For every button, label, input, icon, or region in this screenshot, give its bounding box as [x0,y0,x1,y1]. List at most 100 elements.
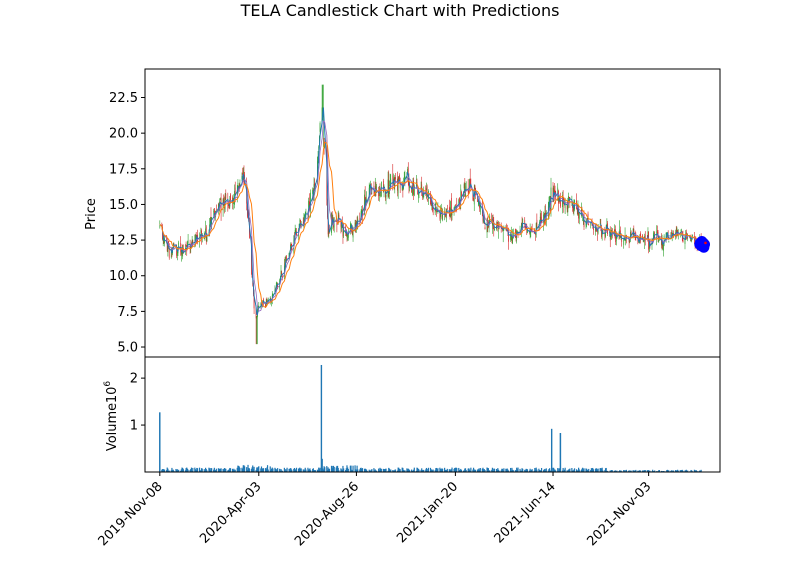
candle-body [162,238,164,241]
volume-bar [467,468,469,472]
candle-body [472,191,474,200]
candle-body [667,232,668,238]
volume-bar [700,469,702,472]
volume-bar [244,466,246,472]
volume-bar [674,470,677,472]
volume-bar [264,468,267,472]
x-tick-label: 2021-Jun-14 [492,479,559,546]
candle-body [282,276,283,277]
candle-body [511,236,513,243]
candle-body [216,209,217,211]
volume-bar [229,468,232,472]
volume-bar [540,467,543,472]
volume-bar [648,470,650,472]
candle-body [516,231,518,233]
volume-bar [415,470,417,472]
volume-bar [531,469,533,472]
volume-bar [575,469,578,472]
volume-bar [464,468,467,472]
candle-body [461,191,462,200]
volume-bar [172,469,174,472]
volume-bar [647,470,649,472]
volume-bar [511,467,513,472]
volume-bar [237,465,239,472]
volume-bar [279,468,281,472]
volume-bar [529,468,531,472]
volume-bar [666,470,668,472]
candle-body [369,184,371,188]
price-lines [159,107,702,316]
candle-body [465,186,467,190]
candle-body [450,201,452,217]
candle-body [601,227,602,237]
volume-bar [271,467,273,472]
volume-bar [295,469,297,472]
volume-bar [592,467,594,472]
candle-body [213,211,215,213]
volume-bar [444,467,446,472]
volume-bar [654,470,656,472]
volume-bar [228,469,230,472]
volume-bar [313,469,315,472]
volume-bar [524,470,527,472]
volume-bar [257,467,259,472]
volume-bar [638,470,640,472]
volume-bar [233,470,236,472]
volume-bar [366,470,368,472]
volume-bar [229,467,231,472]
volume-bar [378,470,380,472]
candle-body [269,297,271,300]
volume-bar [204,467,207,472]
candle-body [585,222,587,226]
candle-body [234,187,236,194]
candle-body [417,185,419,194]
candle-body [514,229,516,234]
candle-body [582,215,583,217]
price-candles [159,84,702,345]
volume-ylabel: Volume [105,403,120,451]
volume-bar [472,469,474,472]
volume-bar [219,468,221,472]
chart-title: TELA Candlestick Chart with Predictions [240,1,560,20]
volume-bar [351,470,353,472]
candle-body [557,187,559,197]
volume-bar [316,469,318,472]
volume-bar [507,469,509,472]
candle-body [460,188,462,202]
volume-bar [501,468,504,472]
volume-bar [478,468,480,472]
volume-bar [425,469,427,472]
candle-body [642,239,644,242]
volume-bar [215,468,217,472]
volume-bar [394,469,397,472]
volume-bar [628,470,630,472]
candle-body [314,182,316,189]
volume-bar [468,468,470,472]
candle-body [159,224,161,228]
volume-bar [243,465,245,472]
volume-bar [401,467,403,472]
candle-body [615,235,617,241]
price-ytick-label: 22.5 [109,91,138,106]
volume-bar [569,468,571,472]
candle-body [611,228,613,237]
volume-bar [676,469,679,472]
volume-bar [359,469,361,472]
volume-bar [585,468,587,472]
volume-bar [380,468,382,472]
volume-bar [505,469,508,472]
candle-body [482,213,484,222]
volume-spike [550,428,553,472]
volume-bar [510,467,512,472]
volume-bar [516,469,518,472]
candle-body [342,227,344,237]
candle-body [265,303,266,307]
volume-bar [227,470,230,472]
volume-bar [431,470,434,472]
volume-bar [468,469,471,472]
volume-bar [203,469,205,472]
volume-bar [385,468,387,472]
volume-bar [289,468,292,472]
volume-bar [337,467,339,472]
candle-body [225,194,227,199]
